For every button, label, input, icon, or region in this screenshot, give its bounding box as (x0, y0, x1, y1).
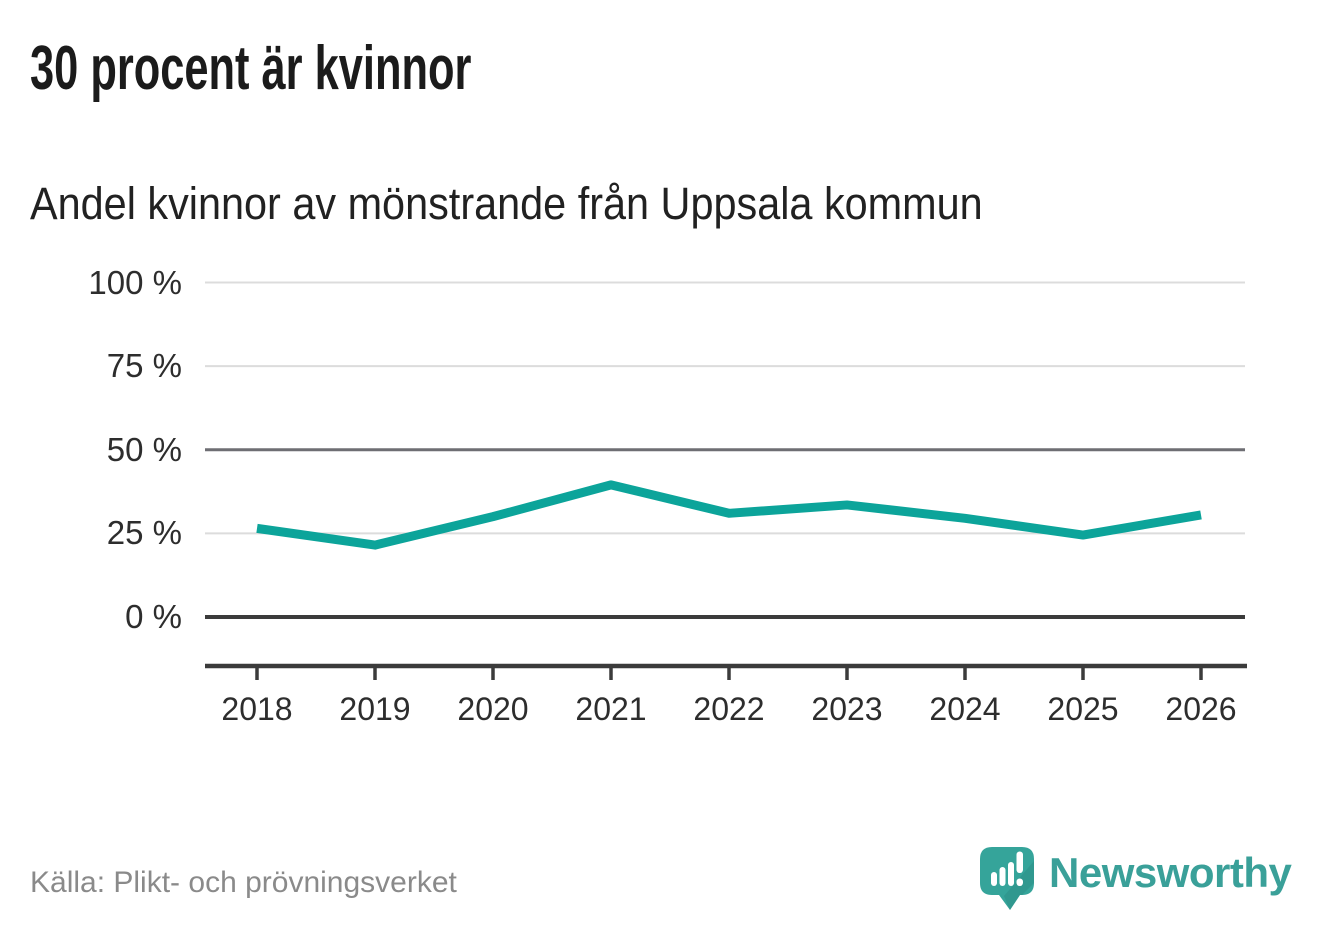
x-tick-label: 2020 (457, 691, 529, 727)
y-tick-label: 50 % (106, 430, 182, 468)
x-tick-label: 2024 (929, 691, 1001, 727)
newsworthy-logo-icon (980, 847, 1034, 910)
logo-bars-icon (991, 851, 1023, 886)
source-text: Källa: Plikt- och prövningsverket (30, 866, 457, 899)
chart-subtitle: Andel kvinnor av mönstrande från Uppsala… (30, 178, 983, 229)
x-tick-label: 2018 (221, 691, 293, 727)
x-tick-label: 2022 (693, 691, 765, 727)
x-tick-label: 2023 (811, 691, 883, 727)
newsworthy-wordmark: Newsworthy (1049, 849, 1292, 896)
data-line (256, 480, 1202, 550)
y-tick-label: 0 % (125, 598, 182, 635)
x-tick-label: 2025 (1047, 691, 1119, 727)
y-tick-label: 25 % (106, 514, 182, 552)
y-tick-label: 100 % (88, 263, 182, 301)
x-tick-label: 2026 (1165, 691, 1237, 727)
page-title: 30 procent är kvinnor (30, 34, 472, 103)
x-tick-label: 2019 (339, 691, 411, 727)
x-tick-label: 2021 (575, 691, 647, 727)
y-tick-label: 75 % (106, 347, 182, 385)
